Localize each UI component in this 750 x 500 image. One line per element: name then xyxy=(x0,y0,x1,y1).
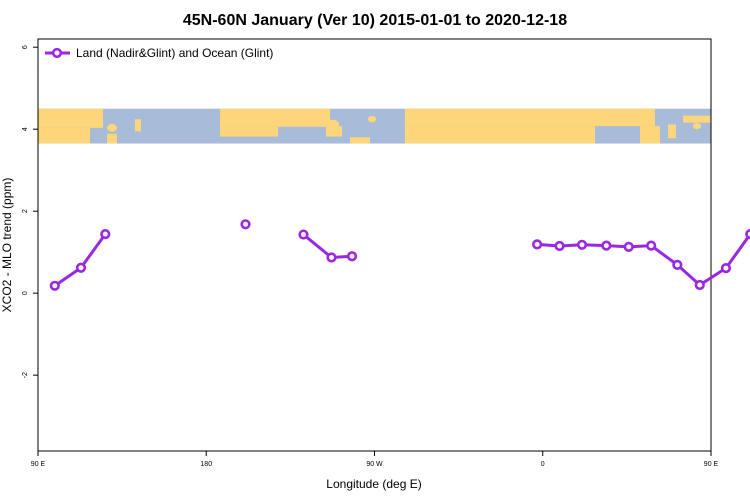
map-land xyxy=(693,122,701,130)
map-land xyxy=(405,108,655,127)
x-tick-label: 90 W xyxy=(366,461,383,468)
map-land xyxy=(38,127,90,144)
map-land xyxy=(220,108,330,127)
data-point xyxy=(75,262,87,273)
data-point xyxy=(532,239,543,250)
data-point xyxy=(646,240,657,251)
data-point xyxy=(601,240,612,251)
data-point xyxy=(720,263,732,274)
map-land xyxy=(668,124,676,139)
map-land xyxy=(327,119,339,130)
data-point xyxy=(576,239,588,250)
series-segment xyxy=(53,233,107,288)
map-land xyxy=(405,126,595,144)
chart-title: 45N-60N January (Ver 10) 2015-01-01 to 2… xyxy=(183,12,567,29)
map-land xyxy=(38,108,103,128)
data-point xyxy=(694,279,705,291)
map-land xyxy=(220,126,278,137)
y-tick-label: -2 xyxy=(22,372,29,378)
legend-label: Land (Nadir&Glint) and Ocean (Glint) xyxy=(76,46,273,60)
map-land xyxy=(107,133,117,144)
map-land xyxy=(350,137,370,144)
y-tick-label: 6 xyxy=(22,45,29,49)
data-point xyxy=(346,251,358,262)
data-point xyxy=(554,240,565,252)
series-line xyxy=(49,219,750,291)
legend-marker xyxy=(51,47,63,59)
y-tick-label: 0 xyxy=(22,291,29,295)
x-tick-label: 90 E xyxy=(704,461,719,468)
legend: Land (Nadir&Glint) and Ocean (Glint) xyxy=(45,46,273,60)
map-land xyxy=(326,126,342,137)
data-point xyxy=(745,229,750,240)
data-point xyxy=(100,229,111,240)
x-tick-label: 90 E xyxy=(31,461,46,468)
map-land xyxy=(135,119,141,132)
data-point xyxy=(623,241,634,252)
data-point xyxy=(240,219,251,230)
x-axis-label: Longitude (deg E) xyxy=(326,477,421,491)
map-land xyxy=(368,115,376,123)
map-land xyxy=(107,123,117,132)
y-tick-label: 4 xyxy=(22,127,29,131)
map-land xyxy=(683,115,711,123)
data-point xyxy=(672,259,683,270)
data-point xyxy=(298,229,309,240)
map-land xyxy=(640,126,660,144)
series-segment xyxy=(537,233,750,287)
x-tick-label: 0 xyxy=(541,461,545,468)
plot-area: 90 E 180 90 W 0 90 E -2 0 2 4 6 Land (Nadir&Glint)… xyxy=(22,38,750,468)
x-tick-label: 180 xyxy=(200,461,212,468)
data-point xyxy=(326,252,337,263)
y-axis-label: XCO2 - MLO trend (ppm) xyxy=(0,178,14,313)
data-point xyxy=(49,280,60,291)
y-tick-label: 2 xyxy=(22,209,29,213)
world-map-band xyxy=(38,108,711,144)
